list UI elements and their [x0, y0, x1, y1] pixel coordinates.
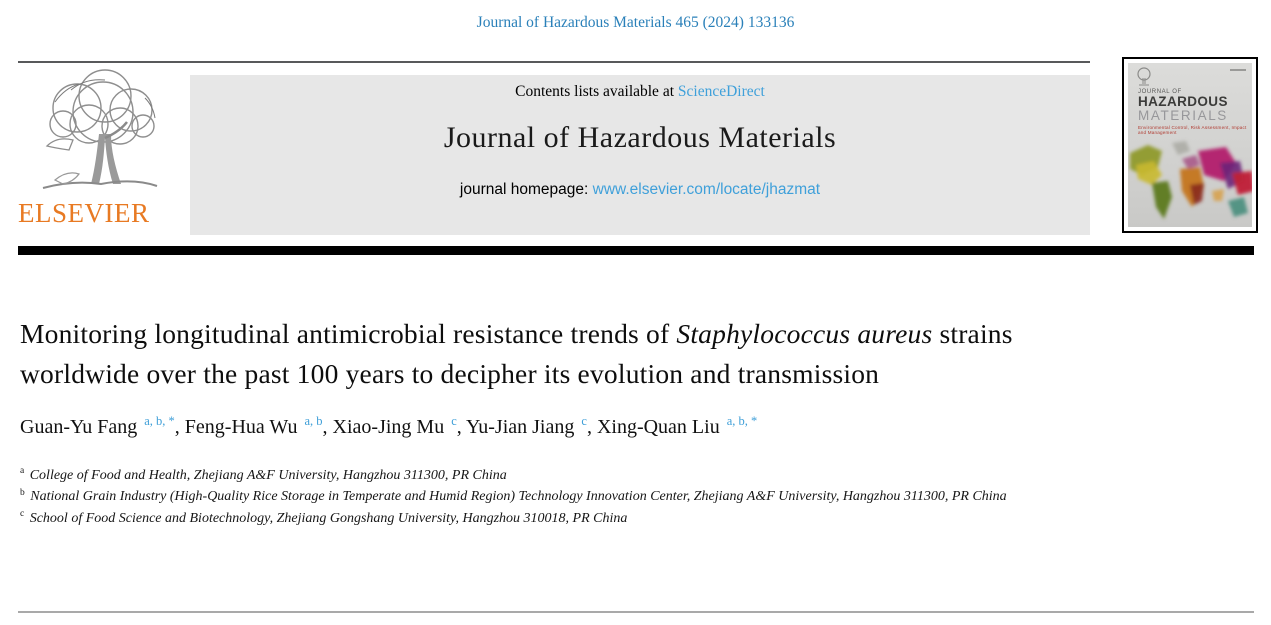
- header-divider-bar: [18, 246, 1254, 255]
- elsevier-wordmark: ELSEVIER: [18, 198, 150, 228]
- author-name: Xing-Quan Liu a, b, *: [596, 414, 758, 438]
- elsevier-logo: ELSEVIER: [14, 68, 186, 236]
- cover-world-map: [1130, 141, 1252, 219]
- author-affiliation-superscript: a, b, *: [726, 414, 758, 429]
- author-name: Yu-Jian Jiang c: [466, 414, 587, 438]
- affiliation-list: a College of Food and Health, Zhejiang A…: [20, 465, 1080, 530]
- affiliation-line: a College of Food and Health, Zhejiang A…: [20, 466, 507, 483]
- cover-subtitle: Environmental Control, Risk Assessment, …: [1138, 125, 1247, 136]
- journal-citation: Journal of Hazardous Materials 465 (2024…: [476, 14, 795, 31]
- contents-line-text: Contents lists available at: [515, 83, 678, 100]
- affiliation-line: b National Grain Industry (High-Quality …: [20, 487, 1007, 505]
- author-affiliation-superscript: c: [451, 414, 457, 429]
- journal-cover-thumbnail: JOURNAL OF HAZARDOUS MATERIALS Environme…: [1122, 57, 1258, 233]
- author-name: Xiao-Jing Mu c: [332, 414, 457, 438]
- author-name: Guan-Yu Fang a, b, *: [20, 414, 175, 438]
- cover-elsevier-mini-logo-icon: [1137, 67, 1151, 86]
- author-affiliation-superscript: c: [581, 414, 587, 429]
- article-title-text: Monitoring longitudinal antimicrobial re…: [20, 318, 677, 349]
- affiliation-line: c School of Food Science and Biotechnolo…: [20, 509, 628, 527]
- author-name: Feng-Hua Wu a, b: [184, 414, 323, 438]
- journal-homepage-link[interactable]: www.elsevier.com/locate/jhazmat: [592, 181, 821, 198]
- sciencedirect-link[interactable]: ScienceDirect: [677, 83, 765, 100]
- cover-issue-mark: [1230, 69, 1246, 71]
- header-top-rule: [18, 61, 1090, 63]
- elsevier-tree-icon: [42, 69, 158, 189]
- author-affiliation-superscript: a, b, *: [144, 414, 175, 429]
- article-title: Monitoring longitudinal antimicrobial re…: [20, 314, 1070, 394]
- journal-banner-title: Journal of Hazardous Materials: [443, 121, 837, 154]
- article-head: Monitoring longitudinal antimicrobial re…: [20, 314, 1070, 530]
- cover-title-line3: MATERIALS: [1138, 108, 1228, 124]
- contents-line: Contents lists available at ScienceDirec…: [190, 83, 1090, 101]
- article-title-text-2: strains worldwide over the past 100 year…: [20, 318, 1013, 389]
- section-divider-rule: [18, 611, 1254, 613]
- journal-cover-art: JOURNAL OF HAZARDOUS MATERIALS Environme…: [1128, 63, 1252, 227]
- article-title-italic-species: Staphylococcus aureus: [676, 318, 933, 349]
- journal-banner: Contents lists available at ScienceDirec…: [190, 75, 1090, 235]
- cover-title-line2: HAZARDOUS: [1138, 94, 1228, 109]
- cover-title-block: JOURNAL OF HAZARDOUS MATERIALS Environme…: [1138, 89, 1248, 135]
- cover-title-line1: JOURNAL OF: [1138, 89, 1182, 95]
- homepage-line-text: journal homepage:: [459, 181, 593, 198]
- author-affiliation-superscript: a, b: [304, 414, 323, 429]
- homepage-line: journal homepage: www.elsevier.com/locat…: [190, 181, 1090, 199]
- author-list: Guan-Yu Fang a, b, *, Feng-Hua Wu a, b, …: [20, 414, 758, 438]
